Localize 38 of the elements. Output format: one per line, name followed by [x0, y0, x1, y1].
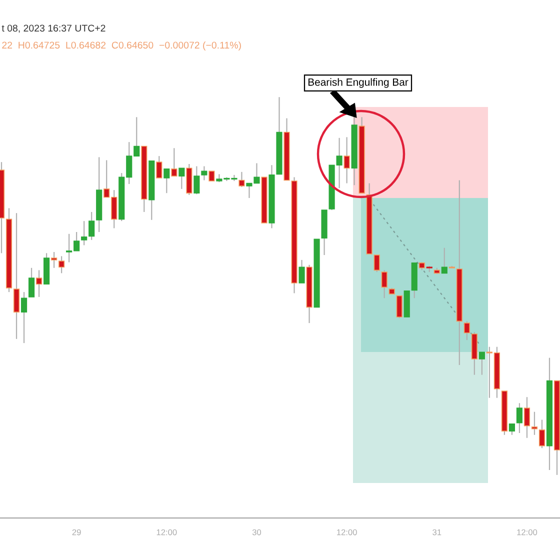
candlestick — [464, 320, 470, 341]
candlestick — [156, 156, 162, 179]
candlestick — [374, 254, 380, 273]
x-tick-label: 12:00 — [156, 529, 177, 536]
candlestick — [178, 168, 185, 190]
text: 22 H0.64725 L0.64682 C0.64650 −0.00072 (−0.11%) — [2, 41, 241, 51]
candlestick — [238, 171, 245, 188]
text: Bearish Engulfing Bar — [308, 78, 408, 88]
candlestick — [201, 166, 208, 181]
candlestick — [298, 259, 305, 284]
candlestick — [13, 212, 20, 340]
candlestick — [81, 220, 88, 246]
candlestick — [441, 247, 448, 274]
candlestick — [381, 270, 388, 299]
candlestick — [164, 168, 170, 194]
candlestick — [478, 352, 485, 376]
candlestick — [51, 251, 58, 268]
candlestick — [58, 256, 65, 274]
x-tick-label: 12:00 — [337, 529, 357, 536]
candlestick — [20, 292, 28, 344]
text: t 08, 2023 16:37 UTC+2 — [2, 24, 106, 33]
candlestick — [516, 402, 523, 434]
x-tick-label: 12:00 — [517, 529, 538, 536]
candlestick — [28, 267, 35, 298]
candlestick — [208, 170, 215, 182]
candlestick — [344, 136, 350, 184]
x-tick-label: 30 — [252, 529, 262, 536]
candlestick — [531, 411, 538, 436]
candlestick — [508, 423, 516, 436]
candlestick — [194, 166, 200, 195]
x-tick-label: 29 — [72, 529, 81, 536]
candlestick — [88, 211, 95, 240]
candlestick — [36, 270, 42, 298]
candlestick — [396, 295, 402, 319]
candlestick — [171, 148, 178, 177]
candlestick — [538, 419, 546, 449]
candlestick — [524, 396, 530, 438]
x-tick-label: 31 — [432, 529, 442, 536]
